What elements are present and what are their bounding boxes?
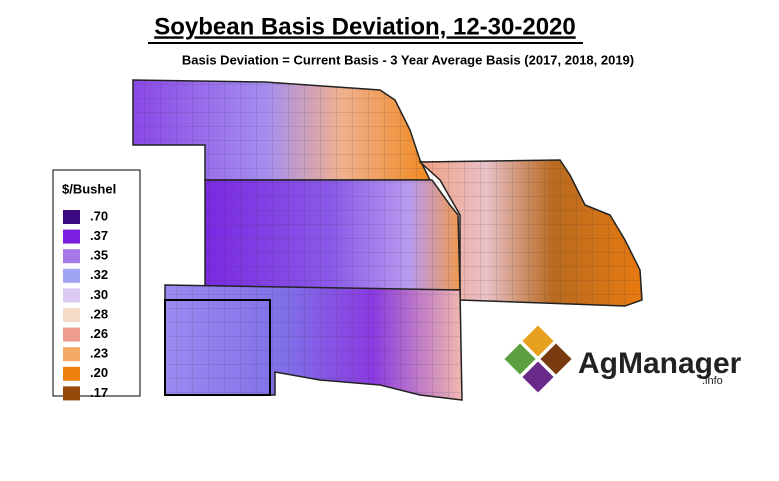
map <box>132 79 643 401</box>
legend-label: .17 <box>90 385 108 400</box>
legend-swatch <box>63 229 80 244</box>
legend-box <box>52 169 141 397</box>
legend-label: .20 <box>90 365 108 380</box>
legend-label: .70 <box>90 208 108 223</box>
legend-swatch <box>63 347 80 362</box>
legend: $/Bushel .70 .37 .35 .32 .30 .28 .26 .23 .20 .17 <box>52 169 141 401</box>
legend-swatch <box>63 366 80 381</box>
logo-tile <box>522 325 554 357</box>
region-outline <box>164 299 271 396</box>
legend-swatch <box>63 288 80 303</box>
legend-swatch <box>63 210 80 224</box>
subtitle: Basis Deviation = Current Basis - 3 Year… <box>182 52 634 67</box>
legend-label: .30 <box>90 287 108 302</box>
legend-swatch <box>63 249 80 264</box>
logo: AgManager .info <box>504 325 742 393</box>
logo-name: AgManager <box>578 347 742 380</box>
legend-title: $/Bushel <box>62 181 116 196</box>
logo-tile <box>522 361 554 393</box>
logo-tile <box>540 343 572 375</box>
legend-label: .23 <box>90 346 108 361</box>
legend-label: .26 <box>90 326 108 341</box>
legend-swatch <box>63 386 80 401</box>
legend-label: .35 <box>90 248 108 263</box>
county-lines <box>133 80 642 400</box>
legend-label: .32 <box>90 267 108 282</box>
title: Soybean Basis Deviation, 12-30-2020 <box>154 13 576 40</box>
legend-swatch <box>63 268 80 283</box>
logo-tile <box>504 343 536 375</box>
legend-swatch <box>63 308 80 322</box>
legend-label: .37 <box>90 228 108 243</box>
logo-suffix: .info <box>702 375 723 387</box>
legend-label: .28 <box>90 306 108 321</box>
legend-swatch <box>63 327 80 342</box>
